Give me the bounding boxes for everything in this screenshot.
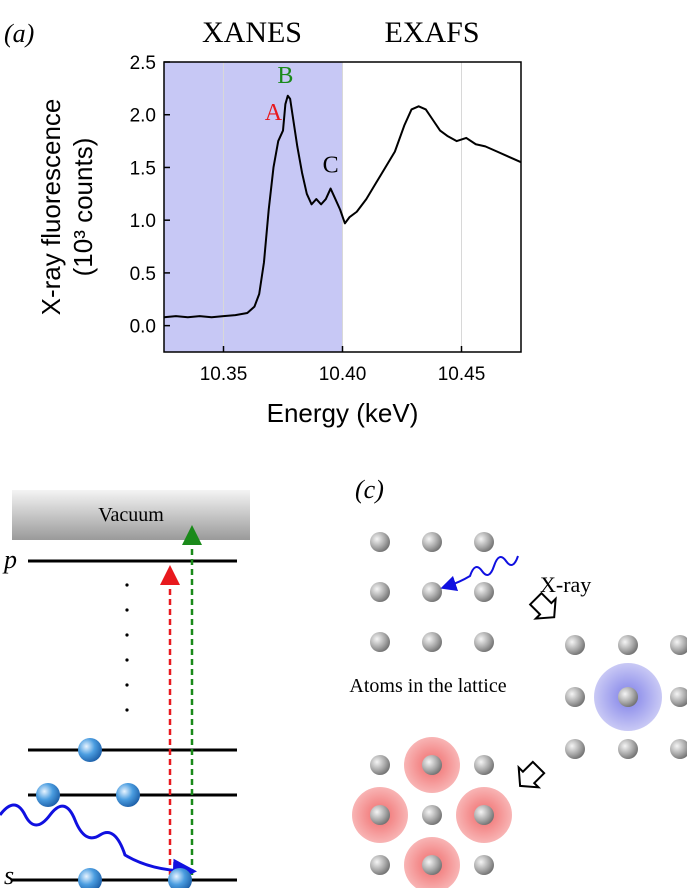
y-tick-label: 0.5 [130,264,156,285]
atom [370,532,390,552]
y-tick-label: 2.5 [130,53,156,74]
atom [422,805,442,825]
atom [474,855,494,875]
xanes-region [164,62,343,352]
atom [565,687,585,707]
atom [422,582,442,602]
level-dots [125,583,129,712]
vacuum-box [12,490,250,540]
panel-label: (a) [4,19,34,48]
photon-wave [0,803,197,883]
atom [422,532,442,552]
x-tick-label: 10.45 [438,364,486,385]
atom [618,635,638,655]
atom [474,755,494,775]
y-tick-label: 1.5 [130,158,156,179]
atom [565,635,585,655]
atom [370,855,390,875]
y-tick-label: 2.0 [130,106,156,127]
level-label: s [4,861,14,888]
atom [370,755,390,775]
process-arrow [517,760,546,789]
y-axis-label: X-ray fluorescence [36,99,66,316]
level-label: p [2,545,17,574]
panel-label: (c) [355,475,384,504]
atom [670,739,687,759]
energy-diagram: Vacuum p s [0,490,250,888]
atom [474,582,494,602]
atom [618,739,638,759]
x-tick-label: 10.40 [319,364,367,385]
caption: Atoms in the lattice [349,675,506,697]
electrons [36,738,192,888]
vacuum-label: Vacuum [98,504,164,526]
xray-label: X-ray [540,572,591,597]
atom [422,855,442,875]
atom [422,755,442,775]
atom [474,632,494,652]
y-tick-label: 1.0 [130,211,156,232]
y-axis-label: (10³ counts) [68,138,98,277]
region-label: EXAFS [384,16,479,49]
peak-label: A [265,100,283,126]
atom [670,687,687,707]
atom [370,632,390,652]
peak-label: B [277,63,293,89]
atom [474,532,494,552]
atom [422,632,442,652]
x-tick-label: 10.35 [200,364,248,385]
atom [370,805,390,825]
spectrum-chart: (a) XANES EXAFS 10.35 10.40 10.45 0.0 0.5 1.0 1.5… [4,16,522,428]
x-axis-label: Energy (keV) [267,398,419,428]
process-arrow [528,591,557,620]
peak-label: C [323,153,339,179]
plot-frame [163,61,522,353]
region-label: XANES [202,16,302,49]
atom [670,635,687,655]
atom [474,805,494,825]
atoms [370,532,687,875]
spectrum-line [163,94,522,319]
y-tick-label: 0.0 [130,317,156,338]
lattice-diagram: (c) X-ray Atoms in the lattice [349,475,687,888]
atom [565,739,585,759]
xray-wave [440,555,519,592]
atom [370,582,390,602]
atom [618,687,638,707]
